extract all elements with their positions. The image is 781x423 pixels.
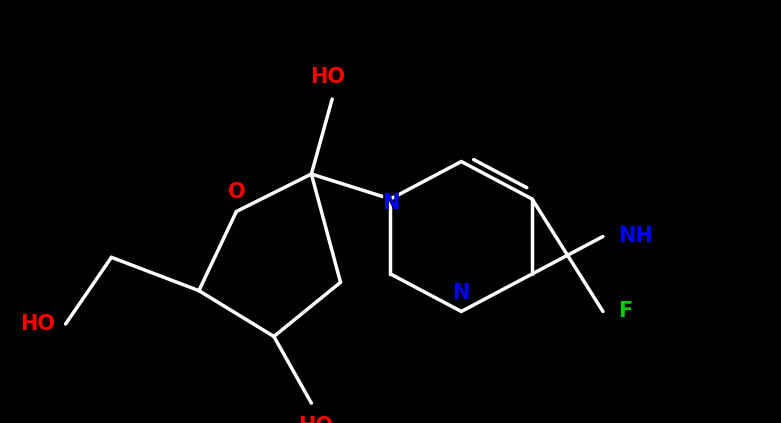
- Text: N: N: [453, 283, 470, 303]
- Text: F: F: [618, 302, 632, 321]
- Text: N: N: [380, 191, 401, 215]
- Text: HO: HO: [20, 314, 55, 334]
- Text: HO: HO: [308, 63, 348, 87]
- Text: O: O: [226, 178, 247, 201]
- Text: HO: HO: [295, 416, 336, 423]
- Text: N: N: [451, 279, 471, 303]
- Text: NH: NH: [618, 226, 653, 247]
- Text: F: F: [618, 299, 634, 324]
- Text: NH: NH: [618, 225, 658, 248]
- Text: HO: HO: [16, 312, 55, 336]
- Text: N: N: [382, 193, 399, 213]
- Text: O: O: [227, 181, 245, 201]
- Text: HO: HO: [298, 416, 333, 423]
- Text: HO: HO: [311, 66, 345, 87]
